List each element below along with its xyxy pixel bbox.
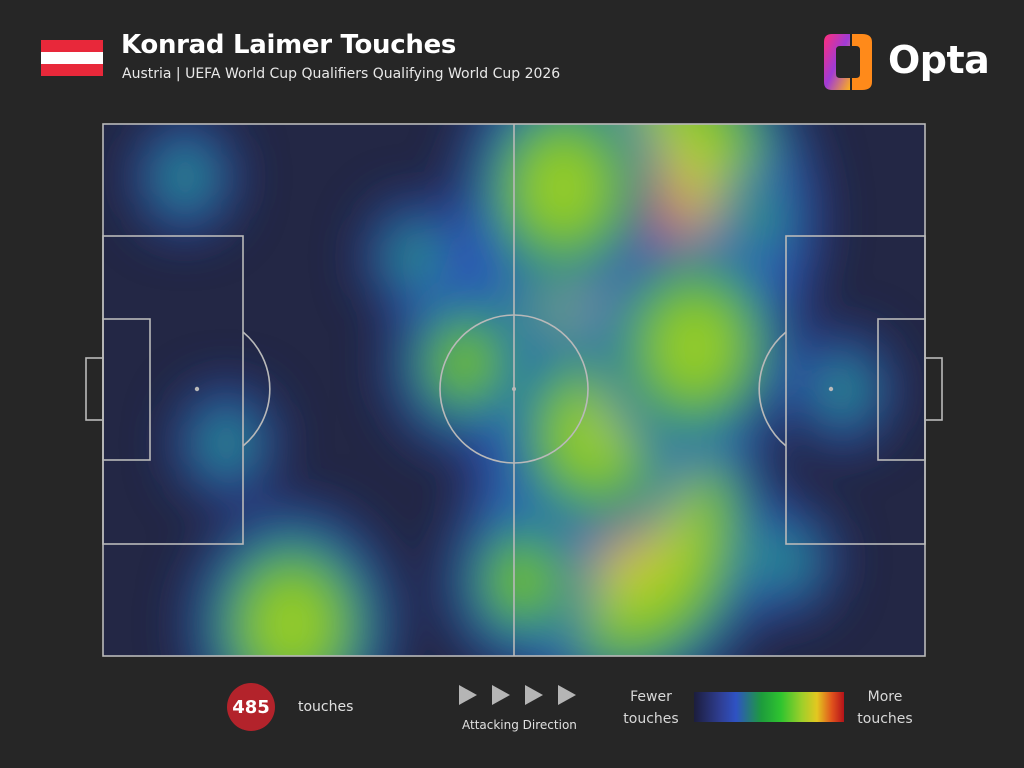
heatmap-pitch bbox=[85, 123, 943, 657]
attacking-direction-arrows bbox=[459, 685, 576, 705]
right-penalty-arc bbox=[758, 331, 787, 447]
scale-low-line1: Fewer bbox=[630, 689, 672, 705]
heatmap-hotspot-3-level-4 bbox=[541, 162, 586, 214]
left-penalty-arc bbox=[242, 331, 271, 447]
heatmap-hotspot-11-level-2 bbox=[163, 151, 208, 203]
touches-count-badge: 485 bbox=[227, 683, 275, 731]
center-circle bbox=[439, 314, 589, 464]
heatmap-hotspot-5-level-3 bbox=[442, 338, 487, 389]
austria-flag-icon bbox=[41, 40, 103, 76]
page-subtitle: Austria | UEFA World Cup Qualifiers Qual… bbox=[122, 66, 561, 82]
opta-logo-icon bbox=[824, 34, 872, 90]
center-spot bbox=[512, 387, 516, 391]
play-triangle-icon bbox=[558, 685, 576, 705]
left-penalty-spot bbox=[194, 386, 200, 392]
flag-band-bottom bbox=[41, 64, 103, 76]
heatmap-hotspot-8-level-4 bbox=[270, 598, 315, 650]
play-triangle-icon bbox=[492, 685, 510, 705]
heatmap-layer bbox=[137, 124, 891, 656]
opta-logo: Opta bbox=[822, 30, 990, 94]
page-title: Konrad Laimer Touches bbox=[121, 30, 457, 60]
flag-band-top bbox=[41, 40, 103, 52]
play-triangle-icon bbox=[459, 685, 477, 705]
touches-label: touches bbox=[298, 699, 354, 715]
scale-high-line1: More bbox=[867, 689, 903, 705]
heatmap-hotspot-6-level-2 bbox=[393, 231, 438, 283]
heatmap-hotspot-9-level-2 bbox=[738, 194, 783, 246]
heatmap-hotspot-13-level-2 bbox=[820, 364, 865, 416]
heatmap-hotspot-2-level-4 bbox=[574, 407, 619, 458]
scale-low-label: Fewer touches bbox=[618, 686, 684, 730]
brand-name: Opta bbox=[888, 38, 990, 82]
flag-band-middle bbox=[41, 52, 103, 64]
heatmap-hotspot-10-level-2 bbox=[763, 534, 808, 586]
scale-low-line2: touches bbox=[623, 711, 679, 727]
heatmap-hotspot-12-level-2 bbox=[204, 417, 249, 469]
right-goal bbox=[924, 357, 943, 421]
scale-high-line2: touches bbox=[857, 711, 913, 727]
heatmap-hotspot-7-level-3 bbox=[500, 556, 545, 607]
attacking-direction-label: Attacking Direction bbox=[462, 718, 577, 732]
color-scale-bar bbox=[694, 692, 844, 722]
left-goal bbox=[85, 357, 104, 421]
play-triangle-icon bbox=[525, 685, 543, 705]
scale-high-label: More touches bbox=[852, 686, 918, 730]
right-penalty-spot bbox=[828, 386, 834, 392]
heatmap-hotspot-4-level-4 bbox=[672, 322, 717, 373]
